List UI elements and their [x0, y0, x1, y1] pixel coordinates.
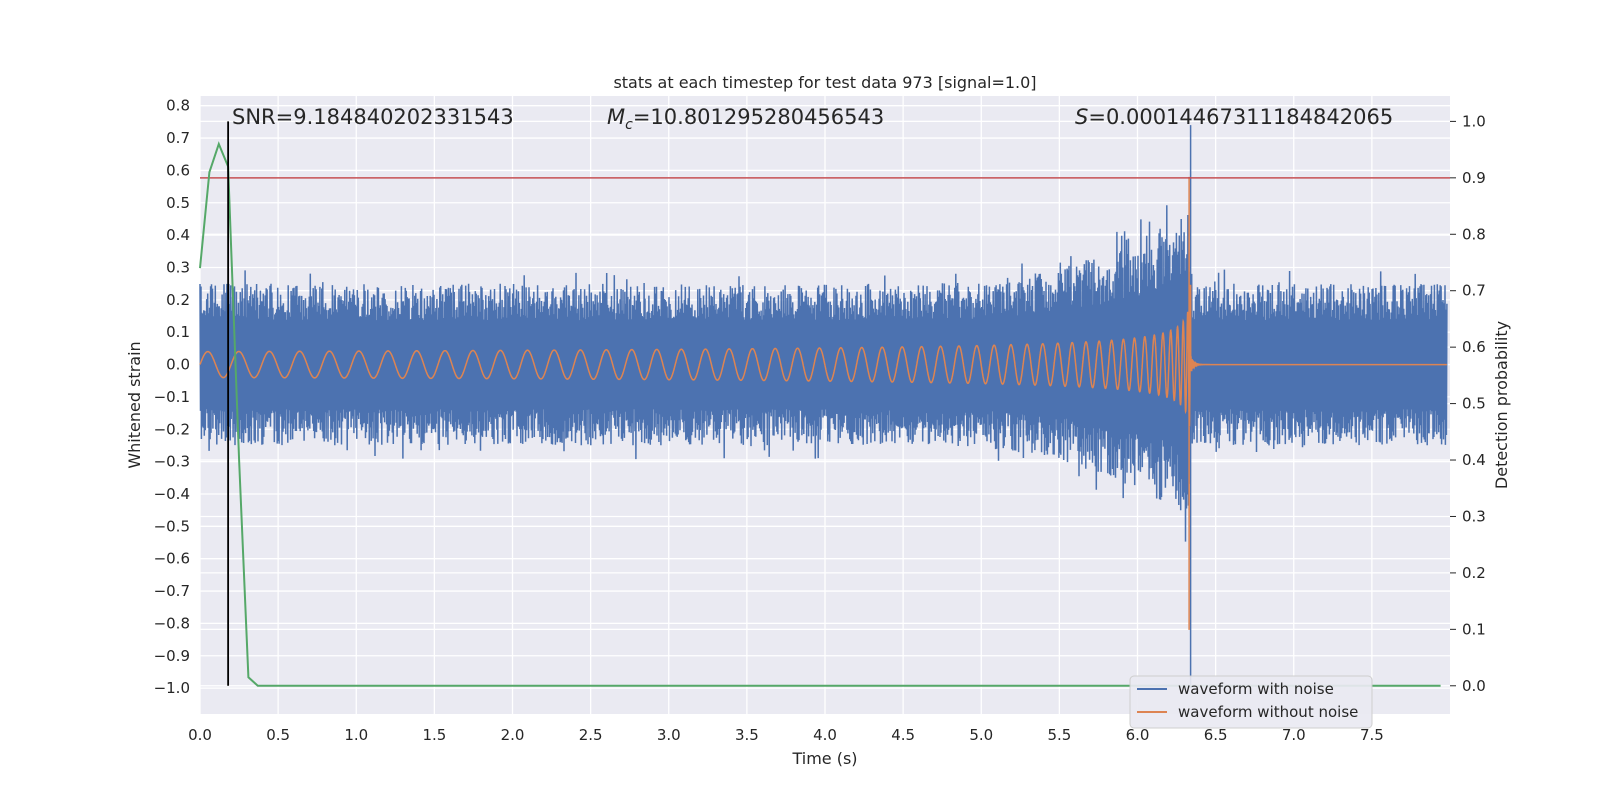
x-tick-label: 4.0	[813, 726, 837, 744]
series-waveform-without-noise	[199, 176, 1447, 630]
y-right-tick-label: 0.3	[1462, 507, 1486, 525]
series-waveform-with-noise	[199, 125, 1448, 689]
x-tick-label: 2.0	[501, 726, 525, 744]
s-annotation: S=0.00014467311184842065	[1075, 105, 1393, 129]
chart-title: stats at each timestep for test data 973…	[613, 73, 1036, 92]
y-right-tick-label: 1.0	[1462, 112, 1486, 130]
legend: waveform with noise waveform without noi…	[1129, 675, 1373, 729]
x-tick-label: 7.0	[1282, 726, 1306, 744]
y-right-tick-label: 0.0	[1462, 677, 1486, 695]
y-left-tick-label: −0.4	[154, 485, 190, 503]
snr-annotation: SNR=9.184840202331543	[232, 105, 514, 129]
y-left-tick-label: 0.0	[166, 356, 190, 374]
y-left-tick-label: −0.7	[154, 582, 190, 600]
s-symbol: S	[1075, 105, 1088, 129]
mc-subscript: c	[625, 117, 633, 133]
y-right-tick-label: 0.1	[1462, 620, 1486, 638]
y-right-tick-label: 0.7	[1462, 282, 1486, 300]
y-left-tick-label: 0.5	[166, 194, 190, 212]
mc-value: =10.801295280456543	[633, 105, 884, 129]
y-left-tick-label: −0.5	[154, 517, 190, 535]
y-right-tick-label: 0.2	[1462, 564, 1486, 582]
y-left-tick-label: −1.0	[154, 679, 190, 697]
y-left-tick-label: −0.9	[154, 647, 190, 665]
y-left-tick-label: 0.3	[166, 258, 190, 276]
x-tick-label: 5.0	[969, 726, 993, 744]
x-tick-label: 2.5	[579, 726, 603, 744]
mc-symbol: M	[607, 105, 625, 129]
x-axis-label: Time (s)	[791, 749, 857, 768]
legend-label-clean: waveform without noise	[1178, 703, 1358, 721]
y-axis-label-left: Whitened strain	[125, 341, 144, 468]
y-right-tick-label: 0.4	[1462, 451, 1486, 469]
y-left-tick-label: −0.3	[154, 453, 190, 471]
x-tick-label: 0.0	[188, 726, 212, 744]
y-right-tick-label: 0.9	[1462, 169, 1486, 187]
x-tick-label: 3.5	[735, 726, 759, 744]
y-left-tick-label: −0.6	[154, 550, 190, 568]
y-left-tick-label: −0.8	[154, 614, 190, 632]
y-right-tick-label: 0.5	[1462, 395, 1486, 413]
y-left-tick-label: −0.1	[154, 388, 190, 406]
x-tick-label: 1.0	[344, 726, 368, 744]
legend-label-noise: waveform with noise	[1178, 680, 1334, 698]
x-tick-label: 4.5	[891, 726, 915, 744]
y-left-tick-label: 0.7	[166, 129, 190, 147]
series-layer	[199, 121, 1450, 689]
x-tick-label: 1.5	[422, 726, 446, 744]
y-axis-label-right: Detection probability	[1492, 321, 1511, 489]
y-left-tick-label: 0.1	[166, 323, 190, 341]
x-tick-label: 0.5	[266, 726, 290, 744]
x-tick-label: 6.0	[1126, 726, 1150, 744]
x-tick-label: 6.5	[1204, 726, 1228, 744]
y-left-tick-label: 0.6	[166, 161, 190, 179]
s-value: =0.00014467311184842065	[1088, 105, 1393, 129]
x-tick-label: 7.5	[1360, 726, 1384, 744]
y-left-tick-label: 0.2	[166, 291, 190, 309]
y-right-tick-label: 0.8	[1462, 225, 1486, 243]
y-left-tick-label: 0.8	[166, 97, 190, 115]
series-detection-probability	[199, 141, 1441, 687]
y-right-tick-label: 0.6	[1462, 338, 1486, 356]
y-left-tick-label: 0.4	[166, 226, 190, 244]
chirp-mass-annotation: Mc=10.801295280456543	[607, 105, 884, 133]
x-tick-label: 5.5	[1047, 726, 1071, 744]
ticks-layer: 0.0 0.5 1.0 1.5 2.0 2.5 3.0 3.5 4.0 4.5 5.0 5.5 6.0 6…	[154, 97, 1486, 744]
y-left-tick-label: −0.2	[154, 420, 190, 438]
legend-box	[1129, 675, 1373, 729]
x-tick-label: 3.0	[657, 726, 681, 744]
